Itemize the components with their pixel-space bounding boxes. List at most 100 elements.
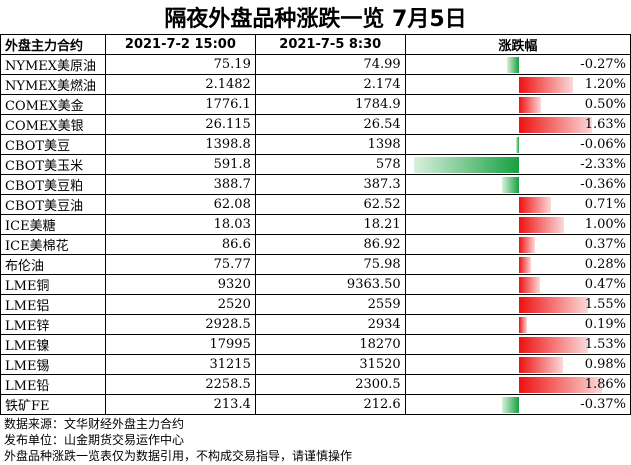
table-row: NYMEX美原油 75.19 74.99 -0.27% — [0, 54, 631, 75]
table-row: 布伦油 75.77 75.98 0.28% — [0, 254, 631, 275]
change-bar — [518, 197, 551, 213]
contract-name: LME铝 — [0, 294, 106, 315]
table-row: COMEX美金 1776.1 1784.9 0.50% — [0, 94, 631, 115]
curr-price: 2934 — [254, 314, 406, 335]
curr-price: 1398 — [254, 134, 406, 155]
change-bar — [518, 337, 588, 353]
contract-name: CBOT美豆粕 — [0, 174, 106, 195]
change-label: -2.33% — [580, 157, 626, 172]
change-cell: 0.71% — [404, 194, 631, 215]
header-prev-time: 2021-7-2 15:00 — [104, 34, 256, 55]
change-label: 0.98% — [584, 357, 626, 372]
contract-name: 布伦油 — [0, 254, 106, 275]
change-bar — [518, 357, 563, 373]
change-bar — [518, 117, 593, 133]
prev-price: 75.77 — [104, 254, 256, 275]
table-row: CBOT美豆 1398.8 1398 -0.06% — [0, 134, 631, 155]
change-cell: 1.20% — [404, 74, 631, 95]
curr-price: 26.54 — [254, 114, 406, 135]
contract-name: CBOT美豆 — [0, 134, 106, 155]
prev-price: 2258.5 — [104, 374, 256, 395]
change-bar — [518, 77, 573, 93]
footnotes: 数据来源：文华财经外盘主力合约 发布单位：山金期货交易运作中心 外盘品种涨跌一览… — [4, 416, 352, 464]
prev-price: 2.1482 — [104, 74, 256, 95]
curr-price: 62.52 — [254, 194, 406, 215]
table-row: LME镍 17995 18270 1.53% — [0, 334, 631, 355]
change-bar — [518, 217, 564, 233]
table-row: LME铜 9320 9363.50 0.47% — [0, 274, 631, 295]
curr-price: 212.6 — [254, 394, 406, 415]
curr-price: 9363.50 — [254, 274, 406, 295]
prev-price: 388.7 — [104, 174, 256, 195]
table-row: CBOT美豆粕 388.7 387.3 -0.36% — [0, 174, 631, 195]
change-label: 0.50% — [584, 97, 626, 112]
prev-price: 2520 — [104, 294, 256, 315]
table-row: COMEX美银 26.115 26.54 1.63% — [0, 114, 631, 135]
change-label: 1.63% — [584, 117, 626, 132]
change-cell: -0.37% — [404, 394, 631, 415]
prev-price: 1776.1 — [104, 94, 256, 115]
change-label: 1.86% — [584, 377, 626, 392]
change-cell: -0.06% — [404, 134, 631, 155]
change-bar — [518, 237, 536, 253]
prev-price: 31215 — [104, 354, 256, 375]
prev-price: 591.8 — [104, 154, 256, 175]
header-contract: 外盘主力合约 — [0, 34, 106, 55]
curr-price: 74.99 — [254, 54, 406, 75]
change-label: 0.71% — [584, 197, 626, 212]
change-bar — [518, 257, 532, 273]
change-label: -0.27% — [580, 57, 626, 72]
contract-name: CBOT美玉米 — [0, 154, 106, 175]
curr-price: 18270 — [254, 334, 406, 355]
change-bar — [518, 97, 542, 113]
change-label: -0.06% — [580, 137, 626, 152]
change-label: 1.55% — [584, 297, 626, 312]
change-label: 0.37% — [584, 237, 626, 252]
note-publisher: 发布单位：山金期货交易运作中心 — [4, 433, 185, 447]
table-row: LME铝 2520 2559 1.55% — [0, 294, 631, 315]
change-bar — [502, 177, 519, 193]
change-cell: 1.53% — [404, 334, 631, 355]
table-row: CBOT美玉米 591.8 578 -2.33% — [0, 154, 631, 175]
prev-price: 75.19 — [104, 54, 256, 75]
curr-price: 2300.5 — [254, 374, 406, 395]
prev-price: 18.03 — [104, 214, 256, 235]
contract-name: NYMEX美燃油 — [0, 74, 106, 95]
table-row: CBOT美豆油 62.08 62.52 0.71% — [0, 194, 631, 215]
change-cell: 0.28% — [404, 254, 631, 275]
contract-name: LME镍 — [0, 334, 106, 355]
curr-price: 387.3 — [254, 174, 406, 195]
table-row: LME铅 2258.5 2300.5 1.86% — [0, 374, 631, 395]
change-bar — [518, 277, 540, 293]
change-label: 1.20% — [584, 77, 626, 92]
change-cell: -0.36% — [404, 174, 631, 195]
change-cell: 0.37% — [404, 234, 631, 255]
change-label: 0.19% — [584, 317, 626, 332]
contract-name: LME锡 — [0, 354, 106, 375]
header-row: 外盘主力合约 2021-7-2 15:00 2021-7-5 8:30 涨跌幅 — [0, 34, 631, 55]
change-cell: 0.50% — [404, 94, 631, 115]
prev-price: 86.6 — [104, 234, 256, 255]
change-label: 0.47% — [584, 277, 626, 292]
curr-price: 75.98 — [254, 254, 406, 275]
change-label: -0.37% — [580, 397, 626, 412]
contract-name: COMEX美金 — [0, 94, 106, 115]
change-label: 1.00% — [584, 217, 626, 232]
change-bar — [518, 377, 603, 393]
table-row: ICE美棉花 86.6 86.92 0.37% — [0, 234, 631, 255]
note-disclaimer: 外盘品种涨跌一览表仅为数据引用，不构成交易指导，请谨慎操作 — [4, 449, 353, 463]
prev-price: 213.4 — [104, 394, 256, 415]
chart-title: 隔夜外盘品种涨跌一览 7月5日 — [164, 7, 467, 32]
change-bar — [518, 317, 528, 333]
contract-name: ICE美糖 — [0, 214, 106, 235]
curr-price: 86.92 — [254, 234, 406, 255]
change-label: -0.36% — [580, 177, 626, 192]
contract-name: ICE美棉花 — [0, 234, 106, 255]
header-change: 涨跌幅 — [404, 34, 631, 55]
contract-name: COMEX美银 — [0, 114, 106, 135]
prev-price: 9320 — [104, 274, 256, 295]
table-row: ICE美糖 18.03 18.21 1.00% — [0, 214, 631, 235]
header-curr-time: 2021-7-5 8:30 — [254, 34, 406, 55]
prev-price: 2928.5 — [104, 314, 256, 335]
change-bar — [502, 397, 519, 413]
